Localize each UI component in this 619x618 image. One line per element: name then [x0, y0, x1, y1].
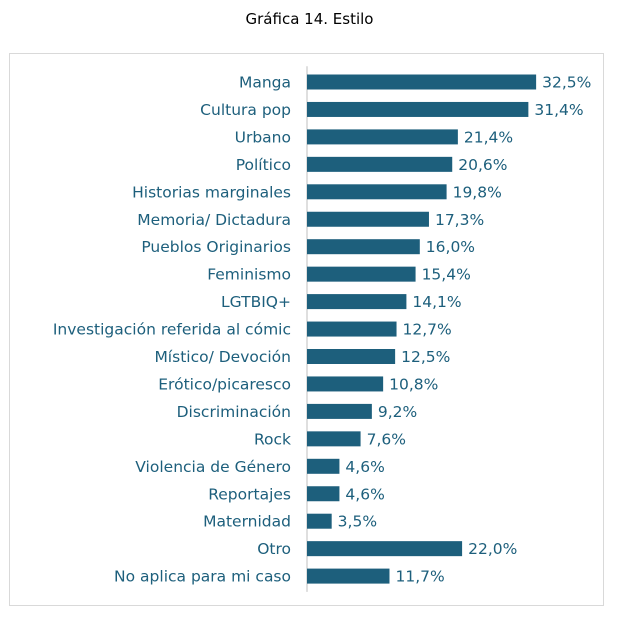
value-label: 10,8%	[389, 375, 438, 393]
value-label: 31,4%	[534, 101, 583, 119]
bar	[307, 266, 416, 282]
category-label: Rock	[254, 430, 291, 448]
bar	[307, 101, 529, 117]
bar	[307, 74, 537, 90]
value-label: 12,5%	[401, 348, 450, 366]
value-label: 17,3%	[435, 211, 484, 229]
bar	[307, 321, 397, 337]
bar	[307, 458, 340, 474]
chart-title: Gráfica 14. Estilo	[245, 10, 374, 28]
value-label: 32,5%	[542, 74, 591, 92]
category-label: No aplica para mi caso	[114, 568, 291, 586]
category-label: Místico/ Devoción	[154, 348, 291, 366]
value-label: 20,6%	[458, 156, 507, 174]
bar	[307, 541, 463, 557]
value-label: 22,0%	[468, 540, 517, 558]
bar	[307, 403, 372, 419]
bar	[307, 513, 332, 529]
value-label: 3,5%	[338, 513, 377, 531]
bar	[307, 211, 429, 227]
value-label: 9,2%	[378, 403, 417, 421]
value-label: 4,6%	[345, 458, 384, 476]
category-label: Erótico/picaresco	[158, 375, 291, 393]
bar	[307, 486, 340, 502]
bar	[307, 156, 453, 172]
category-label: Político	[236, 156, 291, 174]
bar	[307, 294, 407, 310]
value-label: 7,6%	[367, 430, 406, 448]
category-label: Historias marginales	[132, 183, 291, 201]
category-label: Reportajes	[208, 485, 291, 503]
value-label: 12,7%	[403, 321, 452, 339]
category-label: Pueblos Originarios	[141, 238, 291, 256]
category-label: Cultura pop	[200, 101, 291, 119]
bar	[307, 239, 420, 255]
bar	[307, 376, 384, 392]
category-label: Violencia de Género	[135, 458, 291, 476]
category-label: Otro	[257, 540, 291, 558]
bar	[307, 568, 390, 584]
category-label: Investigación referida al cómic	[53, 321, 291, 339]
category-label: Manga	[239, 74, 291, 92]
bar	[307, 431, 361, 447]
category-label: LGTBIQ+	[221, 293, 291, 311]
bar	[307, 129, 458, 145]
value-label: 19,8%	[453, 183, 502, 201]
value-label: 21,4%	[464, 128, 513, 146]
category-label: Urbano	[235, 128, 291, 146]
value-label: 15,4%	[422, 266, 471, 284]
category-label: Feminismo	[207, 266, 291, 284]
value-label: 11,7%	[395, 568, 444, 586]
value-label: 4,6%	[345, 485, 384, 503]
value-label: 16,0%	[426, 238, 475, 256]
bar	[307, 349, 396, 364]
bar	[307, 184, 447, 200]
value-label: 14,1%	[412, 293, 461, 311]
category-label: Discriminación	[177, 403, 291, 421]
category-label: Memoria/ Dictadura	[137, 211, 291, 229]
category-label: Maternidad	[203, 513, 291, 531]
